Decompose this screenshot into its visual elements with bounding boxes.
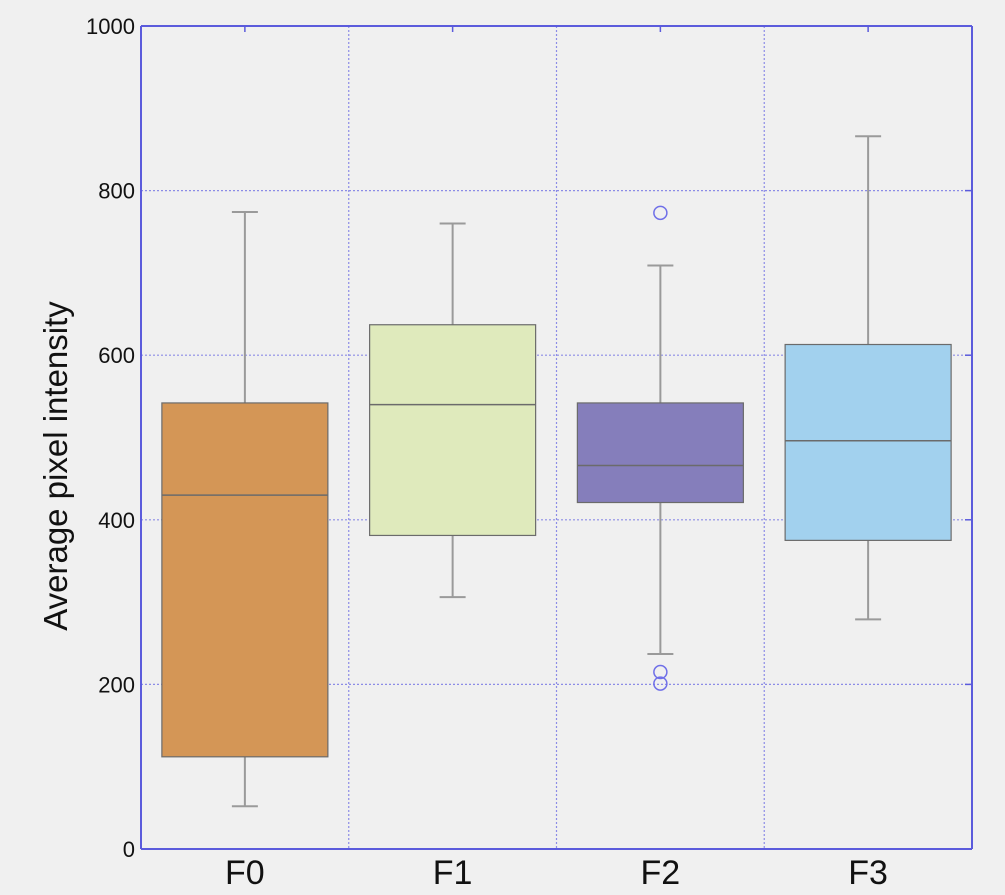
outlier-point: [654, 206, 667, 219]
y-tick-label: 200: [98, 672, 135, 697]
y-tick-label: 1000: [86, 14, 135, 39]
iqr-box: [162, 403, 328, 757]
x-category-label: F3: [848, 854, 888, 892]
box-group-f1: [370, 224, 536, 598]
y-tick-label: 800: [98, 179, 135, 204]
x-category-label: F1: [433, 854, 473, 892]
y-axis-title: Average pixel intensity: [37, 301, 74, 631]
y-tick-label: 0: [123, 837, 135, 862]
x-category-label: F2: [641, 854, 681, 892]
iqr-box: [785, 345, 951, 541]
y-tick-label: 400: [98, 508, 135, 533]
box-group-f0: [162, 212, 328, 806]
iqr-box: [370, 325, 536, 536]
y-tick-label: 600: [98, 343, 135, 368]
x-category-label: F0: [225, 854, 265, 892]
box-group-f2: [577, 206, 743, 690]
iqr-box: [577, 403, 743, 503]
box-group-f3: [785, 136, 951, 619]
